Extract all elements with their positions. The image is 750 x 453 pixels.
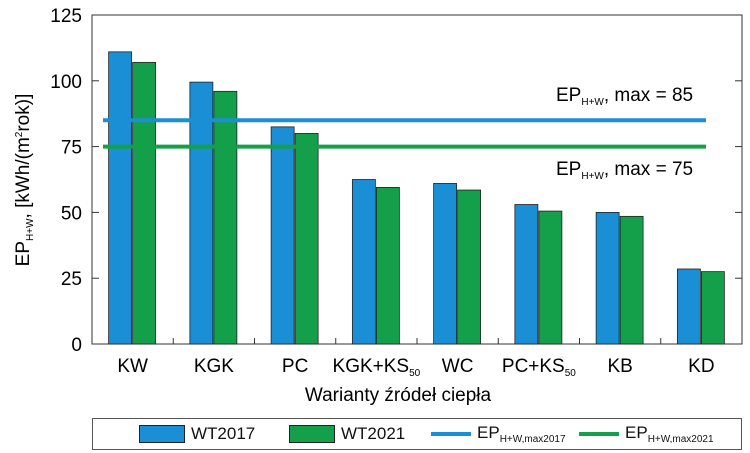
y-tick-label: 75 [61,138,82,159]
y-tick-label: 100 [50,72,82,93]
legend-swatch-wt2021 [289,425,335,443]
x-tick-label: KW [117,356,148,377]
x-tick-label: PC+KS50 [502,356,576,379]
bar-wt2017-wc [433,183,458,345]
legend-label-ep-max2021: EPH+W,max2021 [625,423,714,445]
legend-item-wt2017: WT2017 [139,419,255,449]
bar-wt2017-pc [270,126,295,345]
bar-wt2021-wc [457,189,482,345]
bar-wt2021-kd [700,271,725,345]
bar-wt2017-kb [595,211,620,345]
y-tick-label: 0 [71,335,82,356]
bar-wt2021-kgk+ks50 [375,186,400,345]
bar-wt2021-kgk [213,90,238,345]
bar-wt2021-kb [619,215,644,345]
bar-wt2021-pc+ks50 [538,210,563,345]
y-tick-label: 125 [50,6,82,27]
bar-wt2021-pc [294,133,319,345]
x-tick-label: KGK [194,356,234,377]
y-tick-label: 25 [61,269,82,290]
y-axis-title: EPH+W, [kWh/(m2rok)] [13,94,36,267]
reference-label-85: EPH+W, max = 85 [556,85,693,108]
x-axis-ticks: KW KGK PC KGK+KS50 WC PC+KS50 KB KD [117,338,715,379]
x-axis-title: Warianty źródeł ciepła [305,385,492,406]
legend-label-ep-max2017: EPH+W,max2017 [477,423,566,445]
x-tick-label: KGK+KS50 [333,356,421,379]
x-tick-label: WC [442,356,474,377]
y-axis-ticks: 0 25 50 75 100 125 [50,6,742,356]
legend-item-wt2021: WT2021 [289,419,405,449]
legend-item-ep-max2017: EPH+W,max2017 [431,419,566,449]
y-tick-label: 50 [61,203,82,224]
reference-label-75: EPH+W, max = 75 [556,159,693,182]
legend-label-wt2021: WT2021 [341,424,406,443]
bar-wt2017-kw [108,51,133,345]
legend-swatch-wt2017 [139,425,185,443]
bar-wt2017-kd [676,268,701,345]
bar-wt2017-kgk+ks50 [351,179,376,345]
x-tick-label: KD [688,356,714,377]
x-tick-label: PC [282,356,308,377]
legend-line-ep-max2021 [579,432,619,436]
bar-wt2017-pc+ks50 [514,204,539,345]
legend-line-ep-max2017 [431,432,471,436]
legend-label-wt2017: WT2017 [191,424,256,443]
x-tick-label: KB [607,356,632,377]
legend: WT2017 WT2021 EPH+W,max2017 EPH+W,max202… [92,418,742,450]
bar-wt2021-kw [132,61,157,345]
legend-item-ep-max2021: EPH+W,max2021 [579,419,714,449]
reference-lines: EPH+W, max = 85 EPH+W, max = 75 [103,85,706,182]
